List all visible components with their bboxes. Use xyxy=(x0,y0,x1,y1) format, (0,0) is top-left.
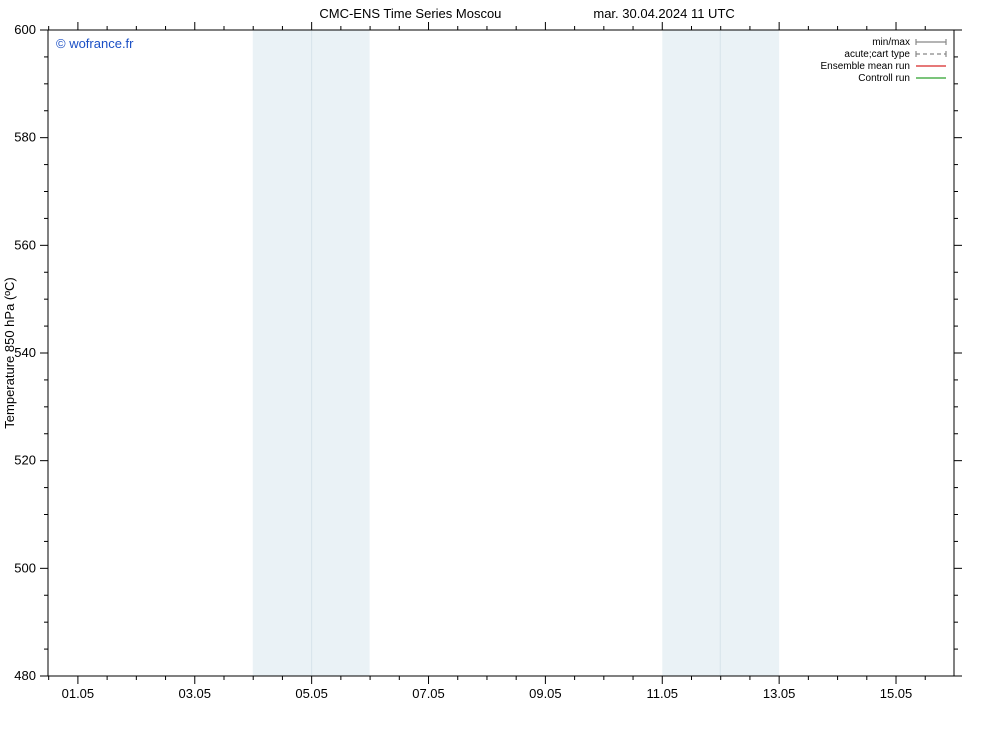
chart-container: 480 500 520 540 560 580 600 01.05 03.05 05.05 07.0… xyxy=(0,0,1000,733)
x-tick-label: 03.05 xyxy=(178,686,211,701)
x-tick-label: 11.05 xyxy=(646,686,678,701)
y-tick-label: 580 xyxy=(14,130,36,145)
chart-svg: 480 500 520 540 560 580 600 01.05 03.05 05.05 07.0… xyxy=(0,0,1000,733)
legend-item-label: Ensemble mean run xyxy=(821,61,911,72)
y-tick-label: 500 xyxy=(14,560,36,575)
y-tick-label: 600 xyxy=(14,22,36,37)
x-tick-label: 13.05 xyxy=(763,686,796,701)
x-tick-label: 01.05 xyxy=(62,686,95,701)
chart-title-left: CMC-ENS Time Series Moscou xyxy=(319,6,501,21)
chart-title-right: mar. 30.04.2024 11 UTC xyxy=(593,6,734,21)
legend-item-label: Controll run xyxy=(858,73,910,84)
legend-item-label: min/max xyxy=(872,37,910,48)
y-tick-label: 520 xyxy=(14,453,36,468)
watermark: © wofrance.fr xyxy=(56,36,134,51)
y-tick-label: 480 xyxy=(14,668,36,683)
x-tick-label: 09.05 xyxy=(529,686,562,701)
x-tick-label: 15.05 xyxy=(880,686,913,701)
x-tick-label: 07.05 xyxy=(412,686,445,701)
y-axis-label: Temperature 850 hPa (ºC) xyxy=(2,277,17,428)
y-tick-label: 540 xyxy=(14,345,36,360)
legend-item-label: acute;cart type xyxy=(844,49,910,60)
x-tick-label: 05.05 xyxy=(295,686,328,701)
y-tick-label: 560 xyxy=(14,237,36,252)
